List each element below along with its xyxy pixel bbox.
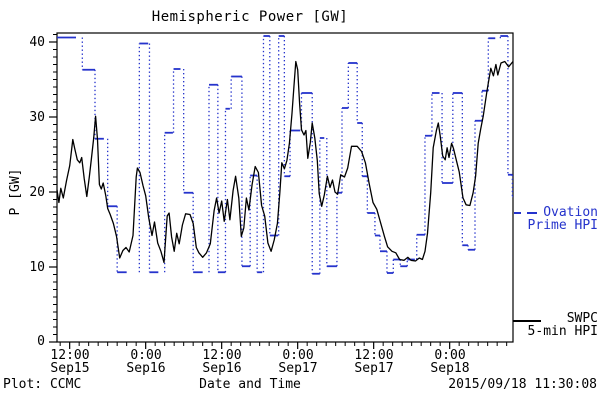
x-tick-label-5: 0:00 Sep18 xyxy=(410,349,490,375)
time-label: 0:00 xyxy=(434,348,466,363)
chart-title: Hemispheric Power [GW] xyxy=(151,9,349,25)
x-tick-label-4: 12:00 Sep17 xyxy=(334,349,414,375)
swpc-legend-line2: 5-min HPI xyxy=(527,324,598,339)
ovation-legend-label: Ovation Prime HPI xyxy=(498,206,598,232)
date-label: Sep17 xyxy=(354,361,394,376)
y-tick-label-0: 0 xyxy=(37,334,45,349)
swpc-legend-line-icon xyxy=(513,320,541,322)
time-label: 0:00 xyxy=(130,348,162,363)
swpc-legend-label: SWPC 5-min HPI xyxy=(498,312,598,338)
ovation-legend-dash-icon xyxy=(514,212,521,214)
swpc-legend-line1: SWPC xyxy=(566,311,598,326)
ovation-legend-line2: Prime HPI xyxy=(527,218,598,233)
y-tick-label-20: 20 xyxy=(29,185,45,200)
y-tick-label-30: 30 xyxy=(29,110,45,125)
footer-plot-source: Plot: CCMC xyxy=(3,377,82,392)
ovation-legend-dash-icon xyxy=(527,212,537,214)
date-label: Sep18 xyxy=(430,361,470,376)
date-label: Sep16 xyxy=(202,361,242,376)
x-axis-title: Date and Time xyxy=(199,377,301,392)
y-tick-label-40: 40 xyxy=(29,35,45,50)
date-label: Sep17 xyxy=(278,361,318,376)
x-tick-label-0: 12:00 Sep15 xyxy=(30,349,110,375)
date-label: Sep15 xyxy=(50,361,90,376)
time-label: 12:00 xyxy=(354,348,394,363)
x-tick-label-3: 0:00 Sep17 xyxy=(258,349,338,375)
x-tick-label-1: 0:00 Sep16 xyxy=(106,349,186,375)
time-label: 0:00 xyxy=(282,348,314,363)
date-label: Sep16 xyxy=(126,361,166,376)
time-label: 12:00 xyxy=(50,348,90,363)
x-tick-label-2: 12:00 Sep16 xyxy=(182,349,262,375)
y-tick-label-10: 10 xyxy=(29,260,45,275)
time-label: 12:00 xyxy=(202,348,242,363)
ovation-legend-line1: Ovation xyxy=(543,205,598,220)
footer-timestamp: 2015/09/18 11:30:08 xyxy=(448,377,597,392)
